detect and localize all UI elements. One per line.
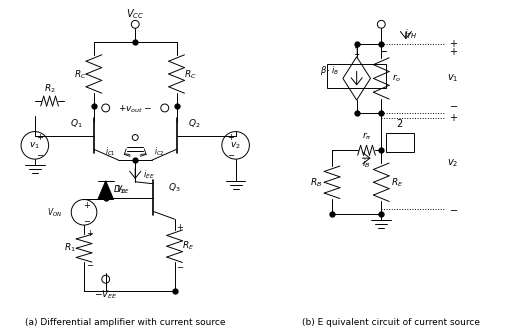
Text: $Q_1$: $Q_1$	[70, 118, 82, 130]
Text: $+$: $+$	[83, 200, 91, 210]
Text: $i_{TH}$: $i_{TH}$	[404, 27, 418, 41]
Text: $+$: $+$	[448, 46, 458, 57]
Text: $v_1$: $v_1$	[447, 73, 459, 84]
Text: $i_{C2}$: $i_{C2}$	[155, 146, 165, 158]
Text: (a) Differential amplifier with current source: (a) Differential amplifier with current …	[25, 318, 226, 327]
Text: $+$: $+$	[448, 112, 458, 123]
Text: $i_{C1}$: $i_{C1}$	[105, 146, 116, 158]
Text: $-$: $-$	[176, 261, 184, 270]
Text: $V_{CC}$: $V_{CC}$	[126, 8, 144, 21]
Text: $-$: $-$	[86, 259, 94, 268]
Text: $-$: $-$	[448, 204, 458, 214]
Text: $-V_{EE}$: $-V_{EE}$	[94, 289, 118, 301]
Text: $-$: $-$	[448, 100, 458, 110]
Text: $Q_3$: $Q_3$	[168, 182, 181, 194]
Text: $1$: $1$	[353, 45, 360, 57]
Text: $-$: $-$	[36, 149, 44, 158]
Text: $+v_{out}-$: $+v_{out}-$	[118, 103, 152, 115]
Text: $i_B$: $i_B$	[362, 158, 371, 170]
Text: $+$: $+$	[86, 228, 94, 238]
Text: $v_2$: $v_2$	[230, 140, 241, 151]
Text: $-$: $-$	[83, 215, 91, 224]
Text: $R_E$: $R_E$	[182, 240, 194, 253]
Text: $V_{BE}$: $V_{BE}$	[116, 183, 131, 196]
Text: $+$: $+$	[176, 222, 184, 232]
Text: $R_2$: $R_2$	[44, 82, 56, 94]
Text: $+$: $+$	[227, 132, 235, 142]
Text: $R_1$: $R_1$	[65, 242, 76, 255]
Text: $r_\pi$: $r_\pi$	[362, 131, 371, 142]
Text: $R_E$: $R_E$	[391, 176, 403, 189]
Polygon shape	[98, 181, 114, 199]
Text: $R_B$: $R_B$	[310, 176, 322, 189]
Text: $+$: $+$	[36, 132, 44, 142]
Bar	[386, 133, 414, 152]
Text: $D_1$: $D_1$	[113, 184, 126, 196]
Text: $v_2$: $v_2$	[447, 158, 459, 170]
Text: $R_C$: $R_C$	[184, 68, 196, 81]
Text: $Q_2$: $Q_2$	[188, 118, 200, 130]
Text: $\beta\cdot i_B$: $\beta\cdot i_B$	[320, 64, 339, 77]
Text: $2$: $2$	[396, 117, 403, 129]
Bar	[327, 64, 386, 88]
Text: $v_1$: $v_1$	[29, 140, 40, 151]
Text: $+$: $+$	[448, 39, 458, 50]
Text: $-$: $-$	[227, 149, 235, 158]
Text: $V_{ON}$: $V_{ON}$	[47, 206, 63, 218]
Text: $r_o$: $r_o$	[392, 73, 401, 84]
Text: (b) E quivalent circuit of current source: (b) E quivalent circuit of current sourc…	[302, 318, 480, 327]
Text: $R_C$: $R_C$	[74, 68, 86, 81]
Text: $i_{EE}$: $i_{EE}$	[143, 169, 155, 181]
